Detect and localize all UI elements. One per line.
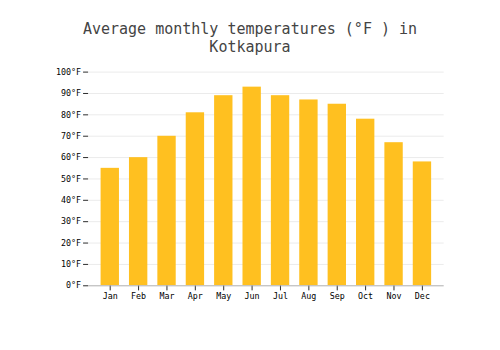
svg-text:90°F: 90°F	[61, 88, 81, 98]
svg-text:80°F: 80°F	[61, 110, 81, 120]
svg-text:Dec: Dec	[415, 291, 430, 301]
svg-text:20°F: 20°F	[61, 238, 81, 248]
svg-text:Apr: Apr	[188, 291, 203, 301]
svg-text:Jul: Jul	[273, 291, 288, 301]
svg-text:70°F: 70°F	[61, 131, 81, 141]
svg-text:Jan: Jan	[103, 291, 118, 301]
svg-text:Oct: Oct	[358, 291, 373, 301]
svg-text:100°F: 100°F	[56, 67, 81, 77]
svg-text:0°F: 0°F	[66, 280, 81, 290]
svg-text:60°F: 60°F	[61, 152, 81, 162]
svg-text:Nov: Nov	[386, 291, 401, 301]
svg-text:Jun: Jun	[245, 291, 260, 301]
svg-text:May: May	[216, 291, 231, 301]
svg-text:50°F: 50°F	[61, 174, 81, 184]
html-text:Average monthly temperatures (: Average monthly temperatures (°F ) in Ko…	[82, 20, 418, 56]
svg-text:Aug: Aug	[301, 291, 316, 301]
svg-text:Feb: Feb	[131, 291, 146, 301]
svg-text:40°F: 40°F	[61, 195, 81, 205]
svg-text:10°F: 10°F	[61, 259, 81, 269]
svg-text:Sep: Sep	[330, 291, 345, 301]
svg-text:Mar: Mar	[159, 291, 174, 301]
svg-text:30°F: 30°F	[61, 216, 81, 226]
